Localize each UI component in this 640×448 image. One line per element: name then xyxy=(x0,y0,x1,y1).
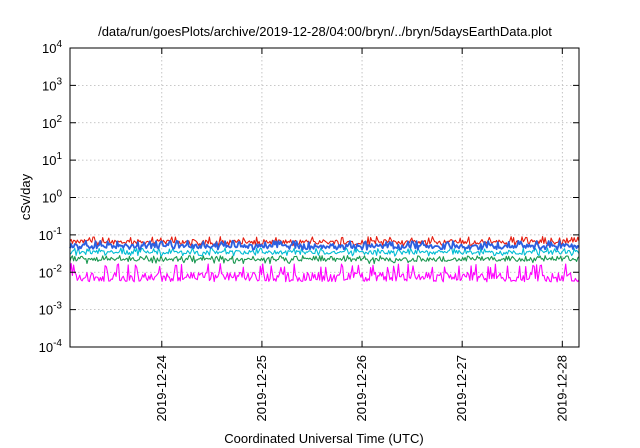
y-tick-exponent-8: -4 xyxy=(53,338,62,349)
grid xyxy=(70,48,579,347)
x-tick-label-2: 2019-12-26 xyxy=(354,355,369,422)
x-axis: 2019-12-24 2019-12-25 2019-12-26 2019-12-27… xyxy=(154,48,569,422)
x-tick-label-3: 2019-12-27 xyxy=(454,355,469,422)
y-tick-exponent-6: -2 xyxy=(53,263,62,274)
y-tick-exponent-5: -1 xyxy=(53,226,62,237)
y-tick-exponent-2: 2 xyxy=(56,114,62,125)
y-tick-label-8: 10-4 xyxy=(39,338,63,355)
series-layer xyxy=(69,236,580,283)
y-tick-label-7: 10-3 xyxy=(39,301,63,318)
series-line-0 xyxy=(69,236,580,247)
x-tick-label-1: 2019-12-25 xyxy=(254,355,269,422)
x-axis-label: Coordinated Universal Time (UTC) xyxy=(224,431,423,446)
y-tick-label-1: 103 xyxy=(42,76,62,93)
y-axis-label: cSv/day xyxy=(18,173,33,220)
y-tick-exponent-4: 0 xyxy=(56,189,62,200)
series-line-1 xyxy=(69,255,580,265)
series-line-3 xyxy=(69,239,580,251)
x-tick-label-0: 2019-12-24 xyxy=(154,355,169,422)
y-tick-exponent-1: 3 xyxy=(56,76,62,87)
x-tick-label-4: 2019-12-28 xyxy=(554,355,569,422)
series-line-2 xyxy=(69,247,580,257)
chart-title: /data/run/goesPlots/archive/2019-12-28/0… xyxy=(98,24,552,39)
series-line-4 xyxy=(69,263,580,283)
y-tick-label-6: 10-2 xyxy=(39,263,63,280)
y-tick-label-5: 10-1 xyxy=(39,226,63,243)
y-tick-exponent-7: -3 xyxy=(53,301,62,312)
y-tick-label-4: 100 xyxy=(42,189,62,206)
y-tick-exponent-0: 4 xyxy=(56,39,62,50)
y-tick-label-0: 104 xyxy=(42,39,62,56)
y-tick-label-3: 101 xyxy=(42,151,62,168)
y-tick-label-2: 102 xyxy=(42,114,62,131)
y-tick-exponent-3: 1 xyxy=(56,151,62,162)
